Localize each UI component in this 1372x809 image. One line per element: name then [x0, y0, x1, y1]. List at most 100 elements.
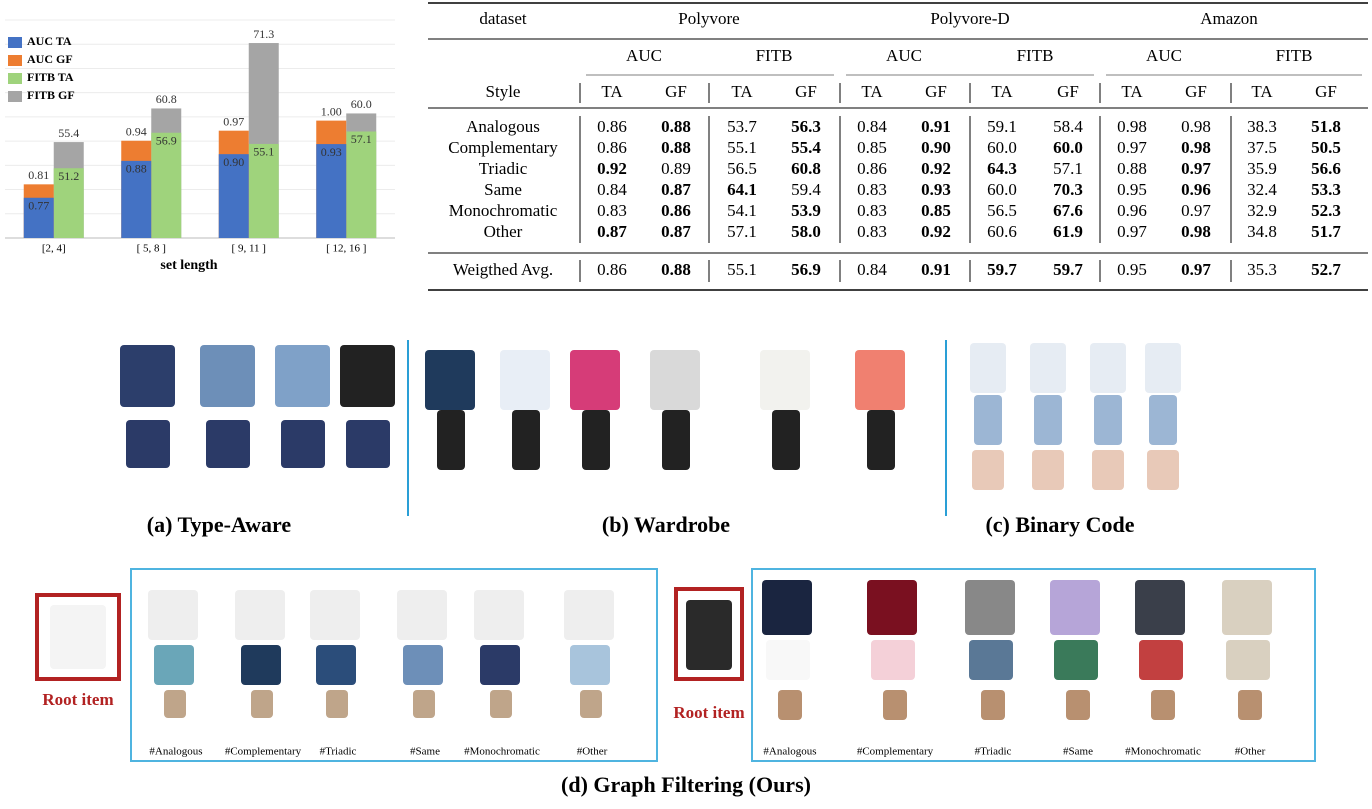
- style-tag: #Same: [410, 746, 440, 758]
- item-image: [965, 580, 1015, 635]
- table-cell: Polyvore-D: [930, 9, 1009, 28]
- table-cell: TA: [1121, 82, 1143, 101]
- table-cell: 55.1: [727, 260, 757, 279]
- item-image: [1226, 640, 1270, 680]
- caption: (c) Binary Code: [985, 512, 1134, 537]
- table-cell: 0.98: [1181, 117, 1211, 136]
- table-cell: 0.83: [857, 222, 887, 241]
- table-cell: 59.7: [1053, 260, 1083, 279]
- table-cell: 59.7: [987, 260, 1017, 279]
- bar: [121, 160, 152, 238]
- caption: (a) Type-Aware: [147, 512, 292, 537]
- item-image: [1090, 343, 1126, 393]
- table-cell: 60.8: [791, 159, 821, 178]
- item-image: [1030, 343, 1066, 393]
- table-cell: 0.84: [857, 260, 887, 279]
- table-cell: 60.0: [987, 138, 1017, 157]
- table-cell: 0.86: [661, 201, 691, 220]
- item-image: [275, 345, 330, 407]
- root-label: Root item: [673, 703, 744, 722]
- item-image: [970, 343, 1006, 393]
- value-label: 1.00: [321, 104, 342, 118]
- item-image: [760, 350, 810, 410]
- table-cell: 58.4: [1053, 117, 1083, 136]
- item-image: [50, 605, 106, 669]
- item-image: [969, 640, 1013, 680]
- item-image: [251, 690, 273, 718]
- item-image: [1092, 450, 1124, 490]
- value-label: 55.4: [58, 126, 79, 140]
- table-cell: 0.86: [857, 159, 887, 178]
- table-cell: 0.86: [597, 117, 627, 136]
- style-tag: #Complementary: [857, 746, 934, 758]
- style-tag: #Triadic: [320, 746, 357, 758]
- table-cell: GF: [925, 82, 947, 101]
- table-cell: 0.97: [1117, 222, 1147, 241]
- table-cell: 0.88: [1117, 159, 1147, 178]
- item-image: [1066, 690, 1090, 720]
- table-cell: Triadic: [479, 159, 528, 178]
- item-image: [512, 410, 540, 470]
- item-image: [974, 395, 1002, 445]
- table-cell: 37.5: [1247, 138, 1277, 157]
- table-cell: 0.85: [921, 201, 951, 220]
- item-image: [981, 690, 1005, 720]
- table-cell: 32.4: [1247, 180, 1277, 199]
- table-cell: 60.0: [987, 180, 1017, 199]
- x-tick-label: [2, 4]: [42, 243, 66, 255]
- item-image: [867, 410, 895, 470]
- item-image: [855, 350, 905, 410]
- legend-label: FITB TA: [27, 70, 74, 84]
- item-image: [582, 410, 610, 470]
- item-image: [1139, 640, 1183, 680]
- table-cell: 0.93: [921, 180, 951, 199]
- table-cell: 57.1: [727, 222, 757, 241]
- table-cell: 56.3: [791, 117, 821, 136]
- item-image: [883, 690, 907, 720]
- table-cell: 57.1: [1053, 159, 1083, 178]
- item-image: [778, 690, 802, 720]
- table-cell: 54.1: [727, 201, 757, 220]
- item-image: [580, 690, 602, 718]
- table-cell: Complementary: [448, 138, 558, 157]
- item-image: [316, 645, 356, 685]
- table-cell: 0.88: [661, 138, 691, 157]
- item-image: [1151, 690, 1175, 720]
- table-cell: 0.87: [661, 180, 691, 199]
- item-image: [1149, 395, 1177, 445]
- item-image: [650, 350, 700, 410]
- table-cell: 67.6: [1053, 201, 1083, 220]
- table-cell: 0.83: [597, 201, 627, 220]
- legend-swatch: [8, 91, 22, 102]
- value-label: 60.0: [351, 97, 372, 111]
- item-image: [570, 645, 610, 685]
- item-image: [1032, 450, 1064, 490]
- table-cell: 0.92: [597, 159, 627, 178]
- item-image: [490, 690, 512, 718]
- table-cell: 0.91: [921, 117, 951, 136]
- table-cell: FITB: [756, 46, 793, 65]
- item-image: [1034, 395, 1062, 445]
- item-image: [871, 640, 915, 680]
- table-cell: 0.96: [1181, 180, 1211, 199]
- item-image: [500, 350, 550, 410]
- table-cell: TA: [731, 82, 753, 101]
- root-label: Root item: [42, 690, 113, 709]
- table-cell: Polyvore: [678, 9, 739, 28]
- table-cell: 58.0: [791, 222, 821, 241]
- item-image: [397, 590, 447, 640]
- bar: [218, 154, 249, 238]
- table-cell: 0.83: [857, 180, 887, 199]
- item-image: [662, 410, 690, 470]
- value-label: 0.93: [321, 145, 342, 159]
- item-image: [772, 410, 800, 470]
- style-tag: #Other: [577, 746, 608, 758]
- table-cell: 56.5: [727, 159, 757, 178]
- item-image: [1145, 343, 1181, 393]
- table-cell: 0.98: [1117, 117, 1147, 136]
- x-tick-label: [ 9, 11 ]: [232, 243, 266, 255]
- bar: [346, 131, 377, 238]
- item-image: [154, 645, 194, 685]
- table-cell: 56.9: [791, 260, 821, 279]
